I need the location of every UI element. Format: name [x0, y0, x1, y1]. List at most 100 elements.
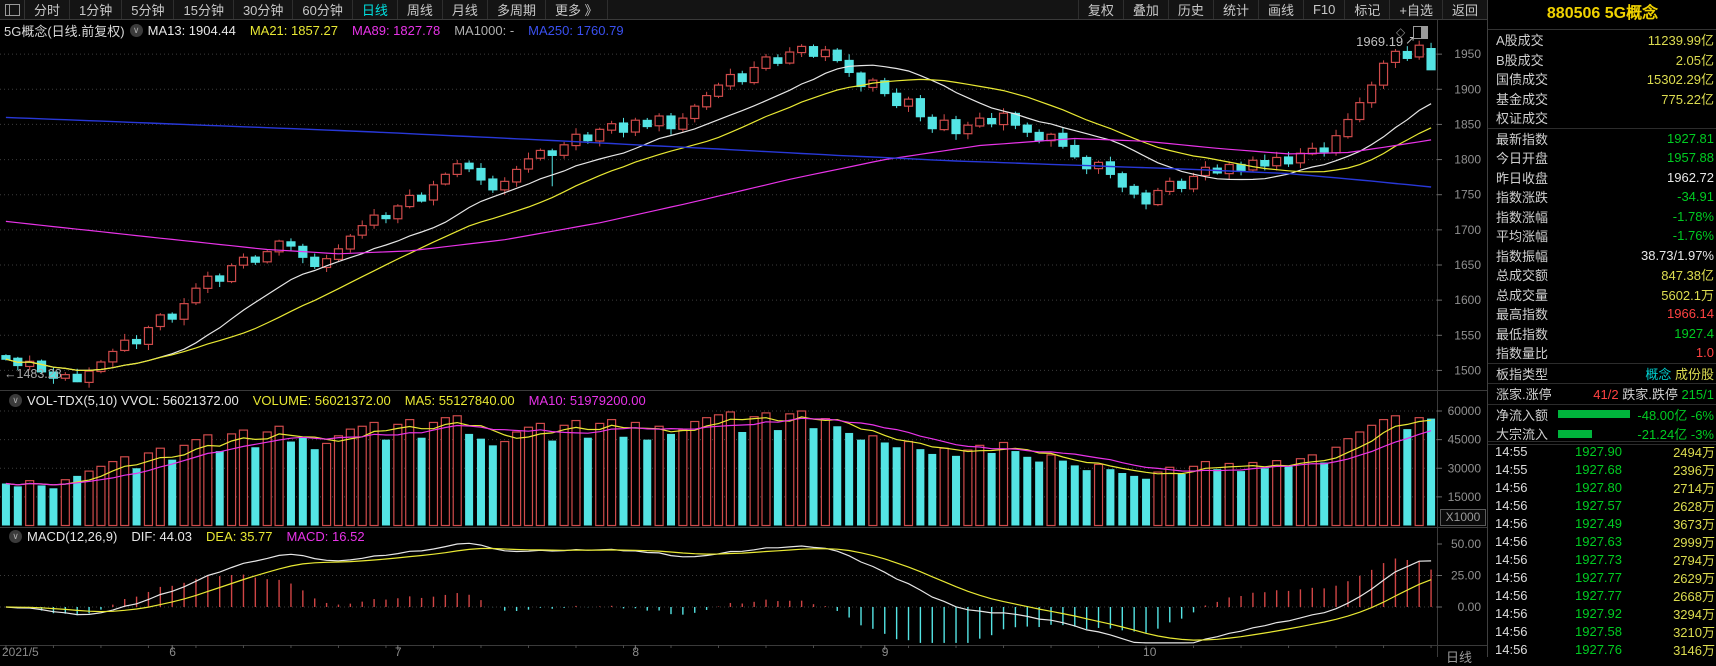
tick-row: 14:56 1927.73 2794万: [1495, 551, 1715, 568]
tool-menu-item[interactable]: 叠加: [1122, 0, 1168, 19]
top-menu-bar: 分时 1分钟 5分钟 15分钟 30分钟 60分钟 日线 周线 月线 多周期 更多 》 复权 叠加 历史…: [0, 0, 1487, 20]
quote-row: 板指类型 概念 成份股: [1488, 364, 1716, 384]
indicator-value: MACD(12,26,9): [27, 529, 118, 544]
menu-item[interactable]: 更多 》: [546, 0, 608, 19]
tool-menu-item[interactable]: 画线: [1257, 0, 1303, 19]
macd-axis-label: 25.00: [1451, 569, 1481, 583]
indicator-value: VOLUME: 56021372.00: [252, 393, 391, 408]
tick-row: 14:56 1927.57 2628万: [1495, 497, 1715, 514]
split-view-icon[interactable]: [1413, 25, 1429, 39]
quote-row: 今日开盘 1957.88: [1496, 150, 1714, 167]
quote-row: 指数涨跌 -34.91: [1496, 189, 1714, 206]
tick-row: 14:56 1927.92 3294万: [1495, 605, 1715, 622]
macd-collapse-icon[interactable]: ∨: [9, 530, 22, 543]
period-menu: 分时 1分钟 5分钟 15分钟 30分钟 60分钟 日线 周线 月线 多周期 更多 》: [25, 0, 608, 19]
menu-item[interactable]: 60分钟: [293, 0, 353, 19]
price-axis-label: 1750: [1454, 188, 1481, 202]
menu-item[interactable]: 月线: [443, 0, 488, 19]
tool-menu-item[interactable]: F10: [1302, 0, 1344, 19]
quote-row: 权证成交: [1488, 108, 1716, 129]
menu-item[interactable]: 5分钟: [122, 0, 175, 19]
quote-row: 最低指数 1927.4: [1496, 325, 1714, 342]
flow-bar: [1558, 429, 1593, 438]
price-axis-label: 1850: [1454, 117, 1481, 131]
quote-row: 最新指数 1927.81: [1496, 130, 1714, 147]
quote-sidebar: 880506 5G概念 A股成交 11239.99亿 B股成交 2.05亿 国债成交 15…: [1487, 0, 1716, 657]
chart-title-dropdown-icon[interactable]: ∨: [129, 24, 143, 37]
layout-icon[interactable]: [0, 0, 25, 19]
quote-row: 总成交额 847.38亿: [1496, 268, 1714, 284]
indicator-value: MA89: 1827.78: [352, 23, 441, 38]
volume-indicator-values: VOL-TDX(5,10) VVOL: 56021372.00 VOLUME: 5…: [27, 393, 660, 408]
quote-row: A股成交 11239.99亿: [1496, 33, 1714, 49]
price-axis-label: 1900: [1454, 82, 1481, 96]
tick-row: 14:56 1927.80 2714万: [1495, 479, 1715, 496]
indicator-value: MA13: 1904.44: [147, 23, 236, 38]
macd-axis-label: 50.00: [1451, 537, 1481, 551]
quote-row: B股成交 2.05亿: [1496, 52, 1714, 68]
indicator-value: DEA: 35.77: [206, 529, 273, 544]
price-axis-label: 1700: [1454, 223, 1481, 237]
ma-values: MA13: 1904.44 MA21: 1857.27 MA89: 1827.78 M…: [148, 23, 638, 38]
date-axis-label: 10: [1143, 645, 1157, 657]
price-axis-label: 1650: [1454, 258, 1481, 272]
volume-axis-label: 60000: [1448, 404, 1482, 418]
price-axis-label: 1950: [1454, 47, 1481, 61]
chart-corner-icons: ◇: [1396, 25, 1429, 39]
date-axis-label: 9: [882, 645, 889, 657]
volume-unit-label: X1000: [1440, 509, 1486, 526]
macd-axis-label: 0.00: [1458, 600, 1482, 614]
volume-header: ∨ VOL-TDX(5,10) VVOL: 56021372.00 VOLUME:…: [4, 393, 660, 408]
volume-axis-label: 45000: [1448, 433, 1482, 447]
diamond-icon[interactable]: ◇: [1396, 25, 1406, 39]
macd-header: ∨ MACD(12,26,9) DIF: 44.03 DEA: 35.77 MACD:…: [4, 529, 379, 544]
tool-menu-item[interactable]: 统计: [1212, 0, 1258, 19]
price-axis-label: 1600: [1454, 293, 1481, 307]
indicator-value: DIF: 44.03: [131, 529, 193, 544]
main-chart-header: 5G概念(日线.前复权) ∨ MA13: 1904.44 MA21: 1857.2…: [4, 21, 638, 40]
tool-menu-item[interactable]: +自选: [1389, 0, 1442, 19]
tool-menu-item[interactable]: 标记: [1344, 0, 1389, 19]
quote-row: 国债成交 15302.29亿: [1496, 72, 1714, 88]
date-axis-label: 7: [395, 645, 402, 657]
menu-item[interactable]: 15分钟: [174, 0, 234, 19]
menu-item[interactable]: 日线: [353, 0, 398, 19]
volume-axis-label: 30000: [1448, 461, 1482, 475]
menu-item[interactable]: 30分钟: [234, 0, 294, 19]
chart-title: 5G概念(日线.前复权): [4, 24, 125, 39]
menu-item[interactable]: 分时: [25, 0, 71, 19]
volume-collapse-icon[interactable]: ∨: [9, 394, 22, 407]
tick-row: 14:55 1927.68 2396万: [1495, 461, 1715, 478]
menu-item[interactable]: 周线: [398, 0, 443, 19]
quote-row: 总成交量 5602.1万: [1496, 287, 1714, 303]
chart-canvas[interactable]: 1950 1900 1850 1800 1750 1700 1650 1600 1550 1500…: [0, 0, 1487, 657]
quote-row: 平均涨幅 -1.76%: [1496, 228, 1714, 245]
tool-menu-item[interactable]: 复权: [1077, 0, 1123, 19]
menu-item[interactable]: 1分钟: [70, 0, 123, 19]
macd-indicator-values: MACD(12,26,9) DIF: 44.03 DEA: 35.77 MACD: 1…: [27, 529, 379, 544]
tick-list[interactable]: 14:55 1927.90 2494万 14:55 1927.68 2396万 14:56 1…: [1488, 441, 1716, 657]
tick-row: 14:55 1927.90 2494万: [1495, 443, 1715, 460]
menu-item[interactable]: 多周期: [488, 0, 546, 19]
quote-row: 指数振幅 38.73/1.97%: [1496, 247, 1714, 264]
tick-row: 14:56 1927.76 3146万: [1495, 641, 1715, 658]
quote-row: 净流入额 -48.00亿 -6%: [1496, 407, 1714, 423]
high-annotation-arrow-icon: ↗: [1405, 33, 1415, 47]
tick-row: 14:56 1927.49 3673万: [1495, 515, 1715, 532]
tick-row: 14:56 1927.77 2629万: [1495, 569, 1715, 586]
quote-row: 大宗流入 -21.24亿 -3%: [1488, 424, 1716, 445]
quote-row: 指数涨幅 -1.78%: [1496, 208, 1714, 225]
indicator-value: VOL-TDX(5,10) VVOL: 56021372.00: [27, 393, 239, 408]
indicator-value: MA10: 51979200.00: [528, 393, 646, 408]
indicator-value: MA21: 1857.27: [249, 23, 338, 38]
symbol-title: 880506 5G概念: [1488, 0, 1716, 30]
price-axis-label: 1550: [1454, 328, 1481, 342]
tool-menu-item[interactable]: 返回: [1441, 0, 1487, 19]
indicator-value: MACD: 16.52: [286, 529, 365, 544]
date-axis-label: 2021/5: [2, 645, 39, 657]
tool-menu-item[interactable]: 历史: [1167, 0, 1213, 19]
tick-row: 14:56 1927.58 3210万: [1495, 623, 1715, 640]
flow-bar: [1558, 410, 1631, 419]
price-axis-label: 1500: [1454, 363, 1481, 377]
